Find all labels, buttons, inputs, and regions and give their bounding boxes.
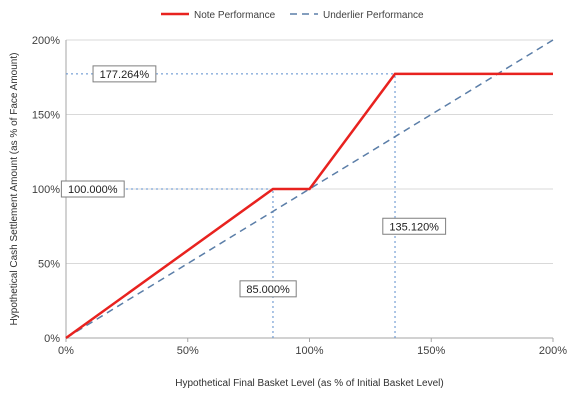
legend: Note Performance Underlier Performance — [161, 10, 424, 21]
annotations: 177.264% 100.000% 85.000% 135.120% — [60, 65, 447, 298]
annotation-frame-0 — [92, 65, 157, 83]
annotation-label-2: 85.000% — [246, 284, 290, 296]
series-lines — [65, 39, 554, 340]
x-tick-label-2: 100% — [295, 345, 323, 357]
x-tick-label-1: 50% — [177, 345, 199, 357]
y-axis-title: Hypothetical Cash Settlement Amount (as … — [9, 53, 20, 326]
series-line-note-performance — [65, 72, 553, 340]
y-tick-label-3: 150% — [32, 110, 60, 122]
tick-labels: 0% 50% 100% 150% 200% 0% 50% 100% 150% 200% — [32, 35, 567, 357]
x-axis-title: Hypothetical Final Basket Level (as % of… — [175, 378, 443, 389]
reference-lines — [66, 73, 396, 338]
annotation-box-3: 135.120% — [382, 217, 447, 235]
annotation-label-0: 177.264% — [100, 69, 150, 81]
annotation-label-1: 100.000% — [68, 184, 118, 196]
y-tick-label-0: 0% — [44, 333, 60, 345]
y-tick-label-2: 100% — [32, 184, 60, 196]
annotation-box-1: 100.000% — [60, 180, 125, 198]
legend-label-underlier-performance: Underlier Performance — [323, 10, 424, 21]
x-tick-label-3: 150% — [417, 345, 445, 357]
x-tick-label-4: 200% — [539, 345, 567, 357]
legend-label-note-performance: Note Performance — [194, 10, 276, 21]
annotation-frame-1 — [60, 180, 125, 198]
annotation-label-3: 135.120% — [389, 221, 439, 233]
annotation-frame-3 — [382, 217, 447, 235]
x-tick-label-0: 0% — [58, 345, 74, 357]
y-tick-label-4: 200% — [32, 35, 60, 47]
annotation-box-2: 85.000% — [239, 280, 297, 298]
annotation-frame-2 — [239, 280, 297, 298]
y-tick-label-1: 50% — [38, 259, 60, 271]
annotation-box-0: 177.264% — [92, 65, 157, 83]
